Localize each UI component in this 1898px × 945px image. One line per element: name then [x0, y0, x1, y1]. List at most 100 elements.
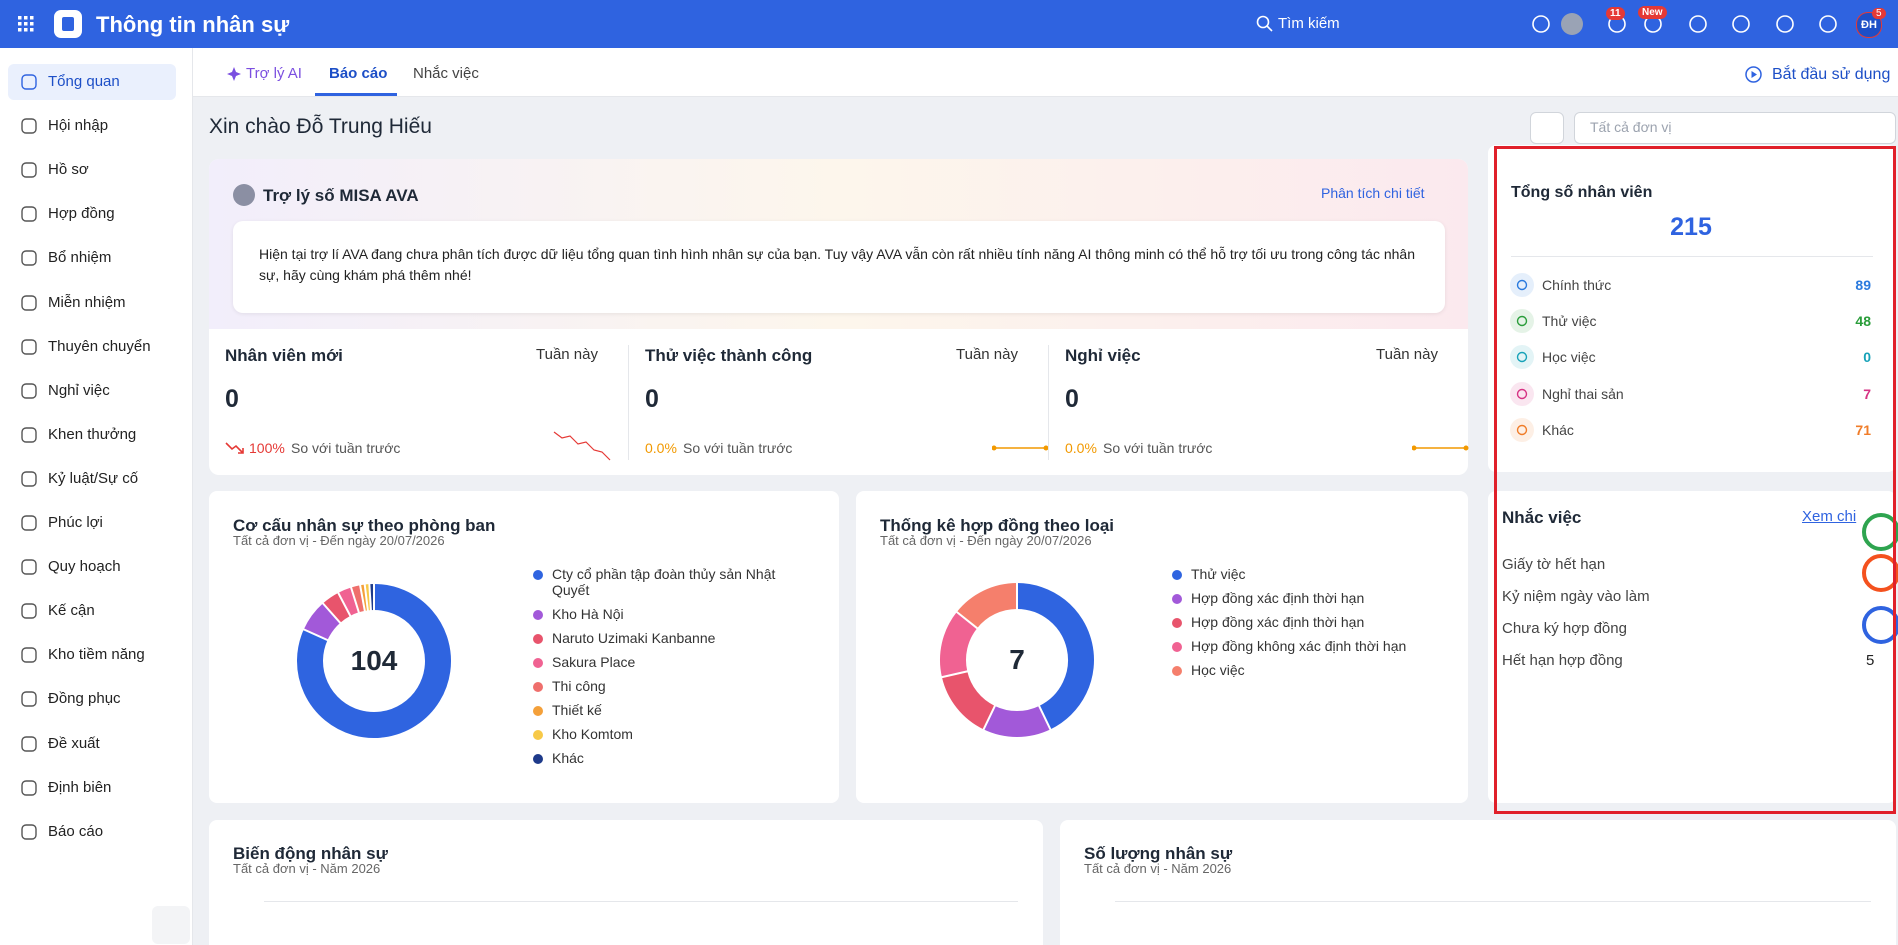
segment-gap: [955, 610, 979, 630]
sidebar-label[interactable]: Quy hoạch: [48, 558, 121, 576]
stat-period[interactable]: Tuần này: [1376, 346, 1438, 363]
reminder-card: [1488, 491, 1896, 803]
sidebar-label[interactable]: Hợp đồng: [48, 205, 115, 223]
chart-subtitle: Tất cả đơn vị - Đến ngày 20/07/2026: [880, 533, 1092, 548]
sparkline: [992, 445, 1049, 451]
tab[interactable]: Báo cáo: [329, 65, 388, 82]
donut-segment: [941, 670, 996, 730]
segment-gap: [940, 670, 969, 679]
float-button: [1862, 606, 1898, 644]
legend-label: Khác: [552, 750, 584, 766]
sidebar-label[interactable]: Tổng quan: [48, 73, 120, 90]
end: [1463, 445, 1469, 451]
icon: [1776, 15, 1794, 33]
item-value: 0: [1863, 349, 1871, 366]
reminder-label[interactable]: Hết hạn hợp đồng: [1502, 652, 1623, 669]
sidebar-icon: [21, 382, 37, 399]
stat-period[interactable]: Tuần này: [956, 346, 1018, 363]
ava-message-box: [233, 221, 1445, 313]
sidebar-label[interactable]: Nghỉ việc: [48, 381, 110, 399]
dot: [18, 22, 22, 26]
end: [992, 445, 997, 451]
sparkle: [227, 67, 241, 81]
stat-period[interactable]: Tuần này: [536, 346, 598, 363]
avatar: [233, 184, 255, 206]
icon: [1819, 15, 1837, 33]
reminder-label[interactable]: Kỷ niệm ngày vào làm: [1502, 588, 1650, 605]
icon: [1532, 15, 1550, 33]
unit-filter-text[interactable]: Tất cả đơn vị: [1590, 119, 1672, 135]
legend-label: Kho Hà Nội: [552, 606, 624, 622]
search-box[interactable]: Tìm kiếm: [1278, 15, 1340, 32]
divider: [1511, 256, 1873, 257]
icon-bg: [1510, 417, 1534, 442]
tab[interactable]: Trợ lý AI: [246, 65, 302, 82]
stat-compare: So với tuần trước: [683, 440, 793, 456]
legend-label: Sakura Place: [552, 654, 636, 670]
segment-gap: [336, 591, 352, 618]
sidebar-label[interactable]: Bổ nhiệm: [48, 249, 112, 267]
tri: [1751, 71, 1757, 78]
reminder-link[interactable]: Xem chi: [1802, 508, 1857, 525]
ava-link[interactable]: Phân tích chi tiết: [1321, 185, 1425, 201]
item-label: Thử việc: [1542, 313, 1597, 330]
sidebar-label[interactable]: Đề xuất: [48, 734, 100, 752]
ava-message: Hiện tại trợ lí AVA đang chưa phân tích …: [259, 246, 1415, 283]
segment-gap: [349, 586, 361, 614]
stat-compare: So với tuần trước: [291, 440, 401, 456]
swatch: [533, 634, 543, 644]
sidebar-label[interactable]: Thuyên chuyển: [48, 337, 151, 355]
icon: [1732, 15, 1750, 33]
sidebar-icon: [21, 294, 37, 311]
reminder-label[interactable]: Chưa ký hợp đồng: [1502, 620, 1627, 637]
chart-subtitle: Tất cả đơn vị - Năm 2026: [233, 861, 381, 876]
arrow: [225, 442, 244, 454]
total-title: Tổng số nhân viên: [1511, 184, 1653, 201]
dot: [30, 16, 34, 20]
collapse-button[interactable]: [152, 906, 190, 944]
sidebar-label[interactable]: Định biên: [48, 778, 112, 796]
refresh-button[interactable]: [1530, 112, 1564, 144]
legend-swatch: [533, 610, 543, 620]
donut-segment: [351, 585, 365, 613]
sidebar-label[interactable]: Hội nhập: [48, 117, 109, 135]
legend-swatch: [533, 730, 543, 740]
sidebar-label[interactable]: Khen thưởng: [48, 425, 137, 443]
ai-sparkle: [227, 67, 241, 81]
swatch: [533, 610, 543, 620]
legend-swatch: [533, 634, 543, 644]
legend-label: Thiết kế: [552, 702, 602, 718]
sidebar-label[interactable]: Kế cận: [48, 602, 95, 620]
legend-label: Hợp đồng không xác định thời hạn: [1191, 638, 1407, 654]
ring: [1745, 66, 1762, 83]
icon: [21, 74, 37, 90]
sidebar-label[interactable]: Kho tiềm năng: [48, 646, 145, 664]
chart-title: Biến động nhân sự: [233, 844, 388, 863]
tab[interactable]: Nhắc việc: [413, 65, 479, 82]
user-avatar: [1561, 13, 1583, 35]
legend-swatch: [1172, 570, 1182, 580]
sidebar-label[interactable]: Đồng phục: [48, 690, 121, 708]
sidebar-label[interactable]: Miễn nhiệm: [48, 293, 126, 311]
stat-value: 0: [645, 385, 659, 413]
segment-gap: [368, 583, 372, 612]
icon: [21, 691, 37, 708]
tab-underline: [315, 93, 397, 96]
donut-segment: [1016, 583, 1094, 730]
ava-card: [209, 159, 1468, 475]
sparkline: [1412, 445, 1469, 451]
float-button: [1862, 554, 1898, 592]
search-icon: [1256, 15, 1273, 32]
sidebar-label[interactable]: Báo cáo: [48, 822, 104, 840]
unit-filter[interactable]: [1574, 112, 1896, 144]
avatar-bg: [1561, 13, 1583, 35]
reminder-label[interactable]: Giấy tờ hết hạn: [1502, 556, 1606, 573]
icon: [21, 294, 37, 311]
sidebar-label[interactable]: Hồ sơ: [48, 161, 89, 179]
donut-segment: [983, 705, 1051, 737]
sidebar-label[interactable]: Kỷ luật/Sự cố: [48, 469, 139, 487]
stat-compare: So với tuần trước: [1103, 440, 1213, 456]
sidebar-label[interactable]: Phúc lợi: [48, 514, 103, 531]
icon-bg: [1510, 309, 1534, 334]
start-button[interactable]: Bắt đầu sử dụng: [1772, 66, 1891, 83]
